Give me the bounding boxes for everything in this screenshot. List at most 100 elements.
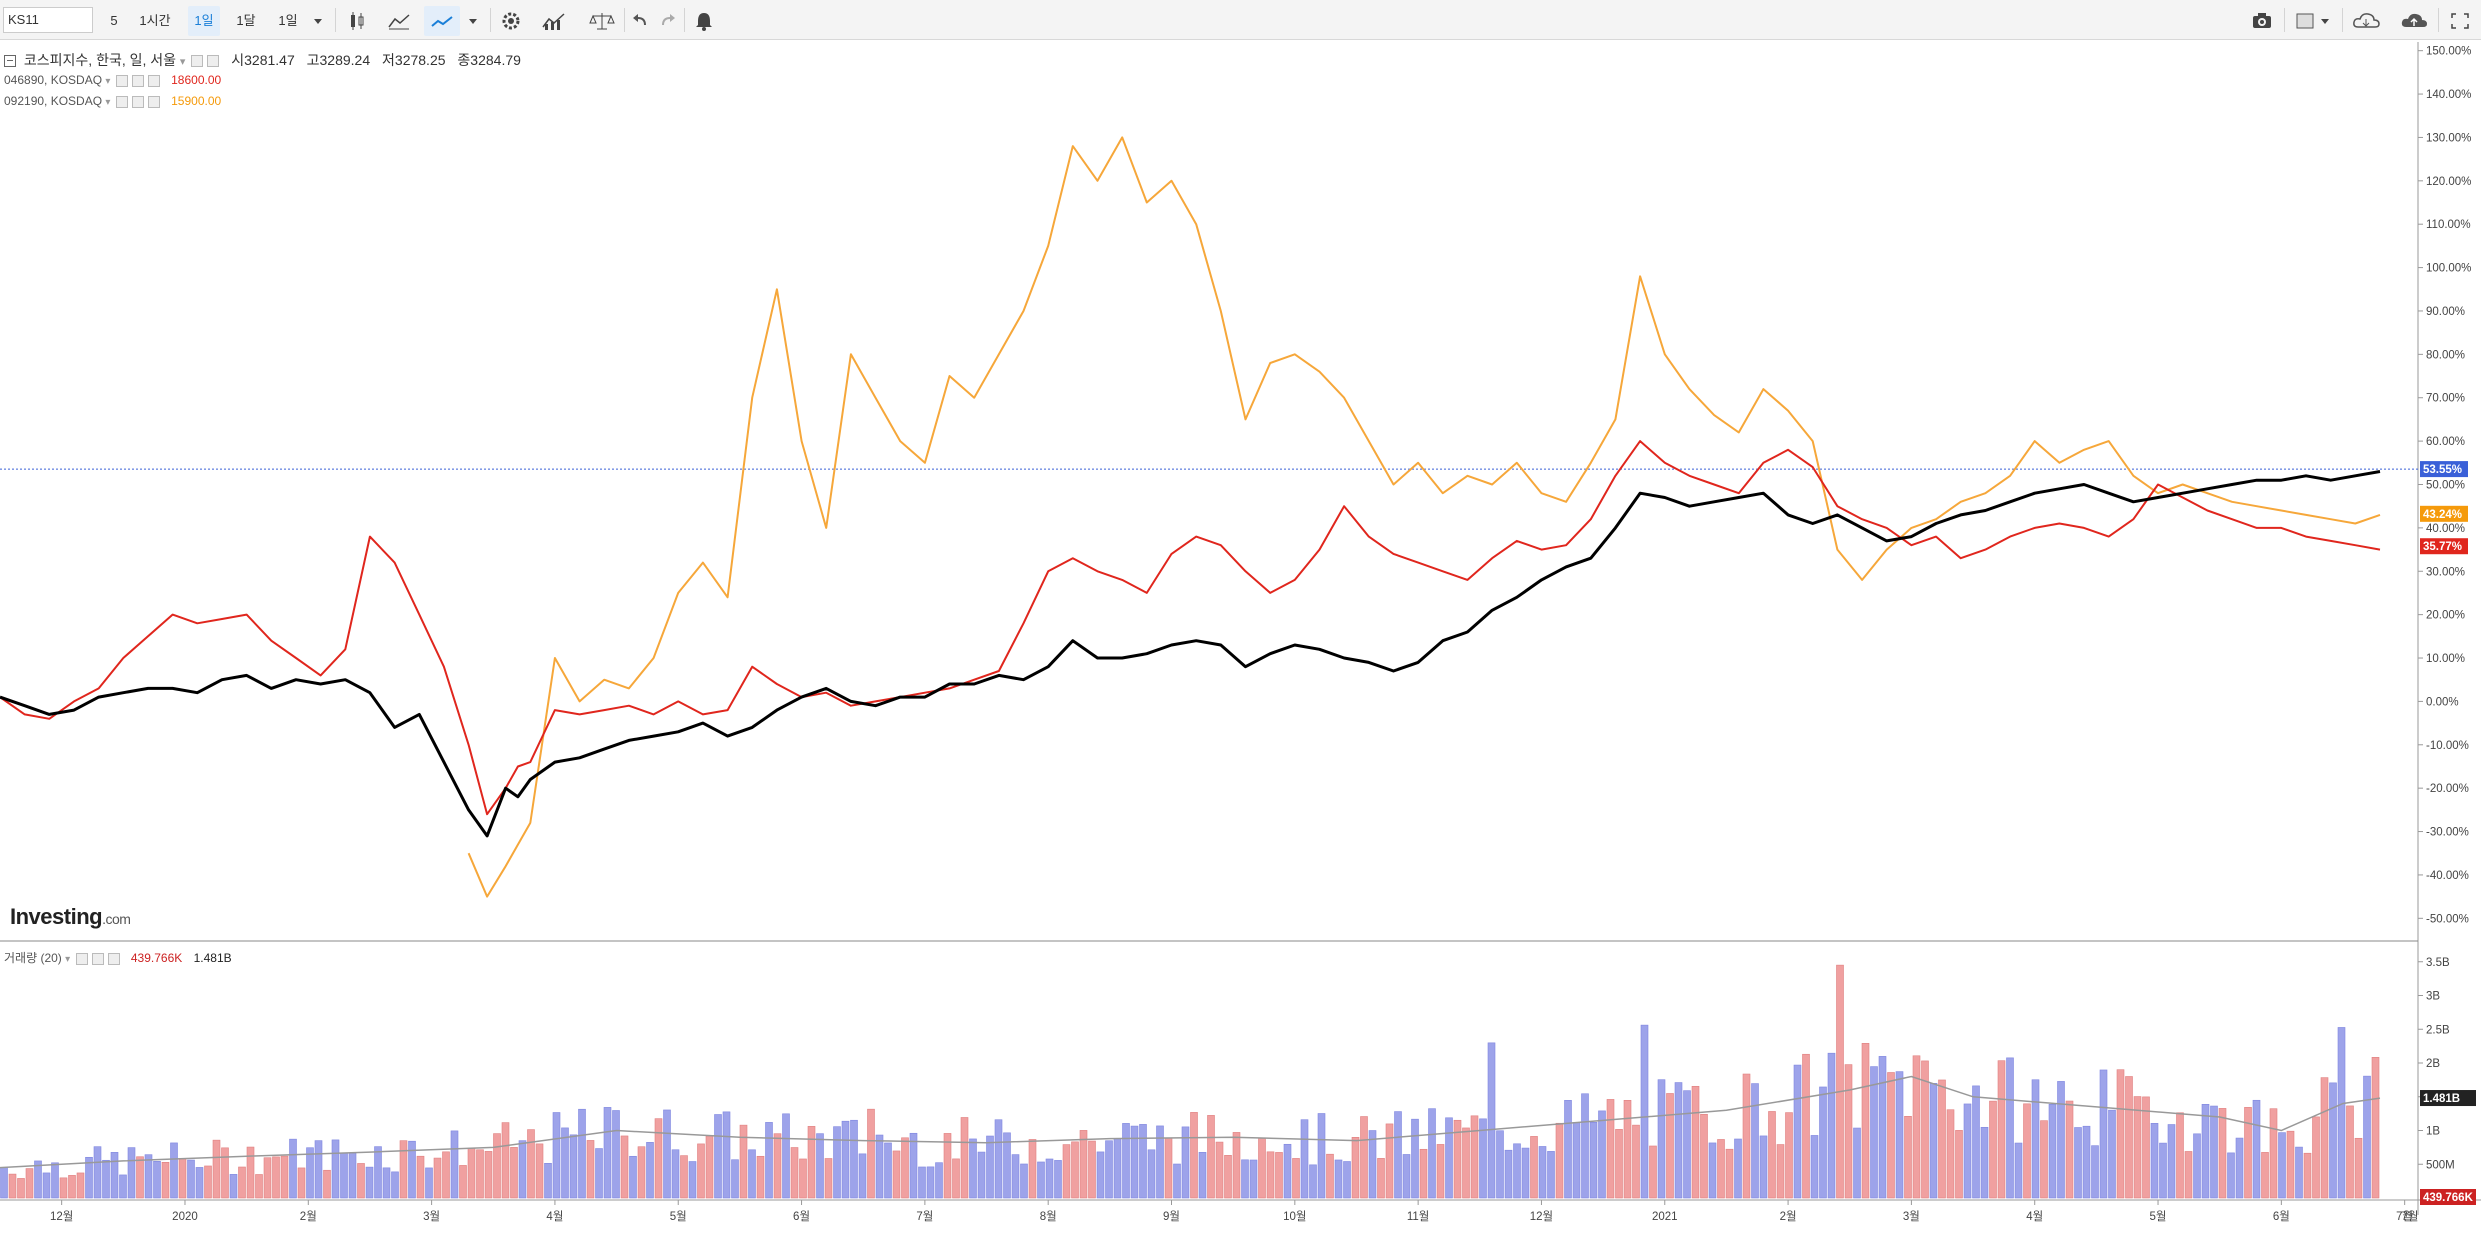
volume-bar [1164, 1137, 1173, 1199]
volume-bar [1283, 1143, 1292, 1199]
volume-bar [2167, 1124, 2176, 1199]
volume-bar [2363, 1075, 2371, 1199]
volume-bar [1623, 1100, 1632, 1199]
volume-bar [1300, 1119, 1309, 1199]
settings-button[interactable] [494, 6, 528, 36]
compare-button[interactable] [584, 6, 620, 36]
volume-bar [1249, 1159, 1258, 1199]
volume-name[interactable]: 거래량 (20) [4, 951, 62, 965]
alert-button[interactable] [688, 6, 720, 36]
settings-small-icon[interactable] [207, 55, 220, 68]
volume-bar [297, 1167, 306, 1199]
volume-tag-box [2420, 1189, 2476, 1205]
open-label: 시 [231, 52, 245, 68]
volume-bar [2193, 1133, 2201, 1199]
main-series-name[interactable]: 코스피지수, 한국, 일, 서울 [23, 52, 177, 68]
volume-bar [1734, 1138, 1742, 1199]
collapse-icon[interactable] [4, 55, 16, 68]
load-layout-button[interactable] [2348, 6, 2386, 36]
volume-bar [1725, 1148, 1734, 1199]
volume-bar [221, 1147, 229, 1199]
chart-type-dropdown[interactable] [462, 6, 484, 36]
settings-small-icon[interactable] [131, 74, 144, 87]
volume-bars [0, 964, 2380, 1199]
price-axis[interactable]: 150.00% 140.00% 130.00% 120.00% 110.00% 100.0… [2418, 46, 2471, 926]
y-tick-label: 90.00% [2426, 306, 2465, 318]
volume-bar [1691, 1085, 1700, 1199]
volume-bar [2133, 1096, 2142, 1199]
volume-legend: 거래량 (20) ▾ 439.766K 1.481B [4, 951, 232, 965]
compare-1-name[interactable]: 046890, KOSDAQ [4, 73, 103, 87]
redo-button[interactable] [654, 6, 680, 36]
volume-bar [2329, 1082, 2337, 1199]
candlestick-button[interactable] [340, 6, 374, 36]
volume-bar [969, 1138, 977, 1199]
visibility-icon[interactable] [75, 952, 88, 965]
interval-1d[interactable]: 1일 [188, 6, 220, 36]
settings-small-icon[interactable] [131, 95, 144, 108]
volume-bar [357, 1163, 365, 1199]
volume-bar [102, 1159, 110, 1199]
close-icon[interactable] [147, 95, 160, 108]
close-icon[interactable] [107, 952, 120, 965]
compare-1-value: 18600.00 [171, 73, 222, 87]
volume-bar [1232, 1132, 1241, 1199]
volume-bar [2116, 1069, 2125, 1199]
y-tick-label: 120.00% [2426, 176, 2471, 188]
open-value: 3281.47 [244, 52, 295, 68]
volume-bar [977, 1151, 986, 1199]
volume-bar [688, 1161, 697, 1199]
interval-1day-alt[interactable]: 1일 [278, 13, 298, 28]
interval-1month[interactable]: 1달 [236, 13, 256, 28]
volume-bar [654, 1118, 663, 1199]
volume-bar [790, 1147, 799, 1199]
volume-bar [1955, 1130, 1963, 1199]
volume-bar [2261, 1152, 2269, 1199]
volume-bar [1878, 1056, 1887, 1199]
interval-5[interactable]: 5 [110, 13, 118, 28]
line-chart-icon [431, 16, 453, 27]
volume-bar [2048, 1104, 2057, 1199]
balance-icon [589, 13, 615, 30]
close-icon[interactable] [147, 74, 160, 87]
volume-bar [425, 1167, 433, 1199]
layout-button[interactable] [2290, 6, 2336, 36]
symbol-input[interactable]: KS11 [3, 7, 93, 33]
volume-bar [1003, 1132, 1011, 1199]
line-chart-button[interactable] [424, 6, 460, 36]
volume-bar [51, 1162, 59, 1199]
save-layout-button[interactable] [2396, 6, 2434, 36]
volume-bar [442, 1151, 450, 1199]
volume-bar [1861, 1043, 1870, 1199]
fullscreen-button[interactable] [2444, 6, 2476, 36]
x-tick-label: 4월 [2026, 1210, 2043, 1223]
volume-bar [1895, 1071, 1904, 1199]
visibility-icon[interactable] [115, 74, 128, 87]
volume-bar [1904, 1116, 1912, 1199]
redo-icon [662, 14, 675, 25]
mountain-chart-button[interactable] [382, 6, 416, 36]
interval-1h[interactable]: 1시간 [139, 13, 171, 28]
visibility-icon[interactable] [115, 95, 128, 108]
visibility-icon[interactable] [191, 55, 204, 68]
volume-bar [2023, 1103, 2031, 1199]
volume-bar [2082, 1125, 2091, 1199]
indicators-button[interactable] [536, 6, 572, 36]
volume-bar [1156, 1125, 1164, 1199]
undo-icon [633, 14, 646, 25]
volume-bar [663, 1109, 671, 1199]
volume-bar [1139, 1124, 1147, 1199]
volume-bar [17, 1178, 25, 1199]
interval-dropdown[interactable] [307, 6, 329, 36]
volume-bar [476, 1149, 484, 1199]
undo-button[interactable] [628, 6, 654, 36]
x-tick-label: 2021 [1652, 1211, 1678, 1223]
settings-small-icon[interactable] [91, 952, 104, 965]
time-axis[interactable]: 12월 2020 2월 3월 4월 5월 6월 7월 8월 9월 10월 11월 12월 2021 2월 3월… [50, 1200, 2419, 1223]
volume-bar [1181, 1126, 1190, 1199]
compare-2-name[interactable]: 092190, KOSDAQ [4, 94, 103, 108]
volume-bar [459, 1165, 467, 1199]
screenshot-button[interactable] [2246, 6, 2278, 36]
